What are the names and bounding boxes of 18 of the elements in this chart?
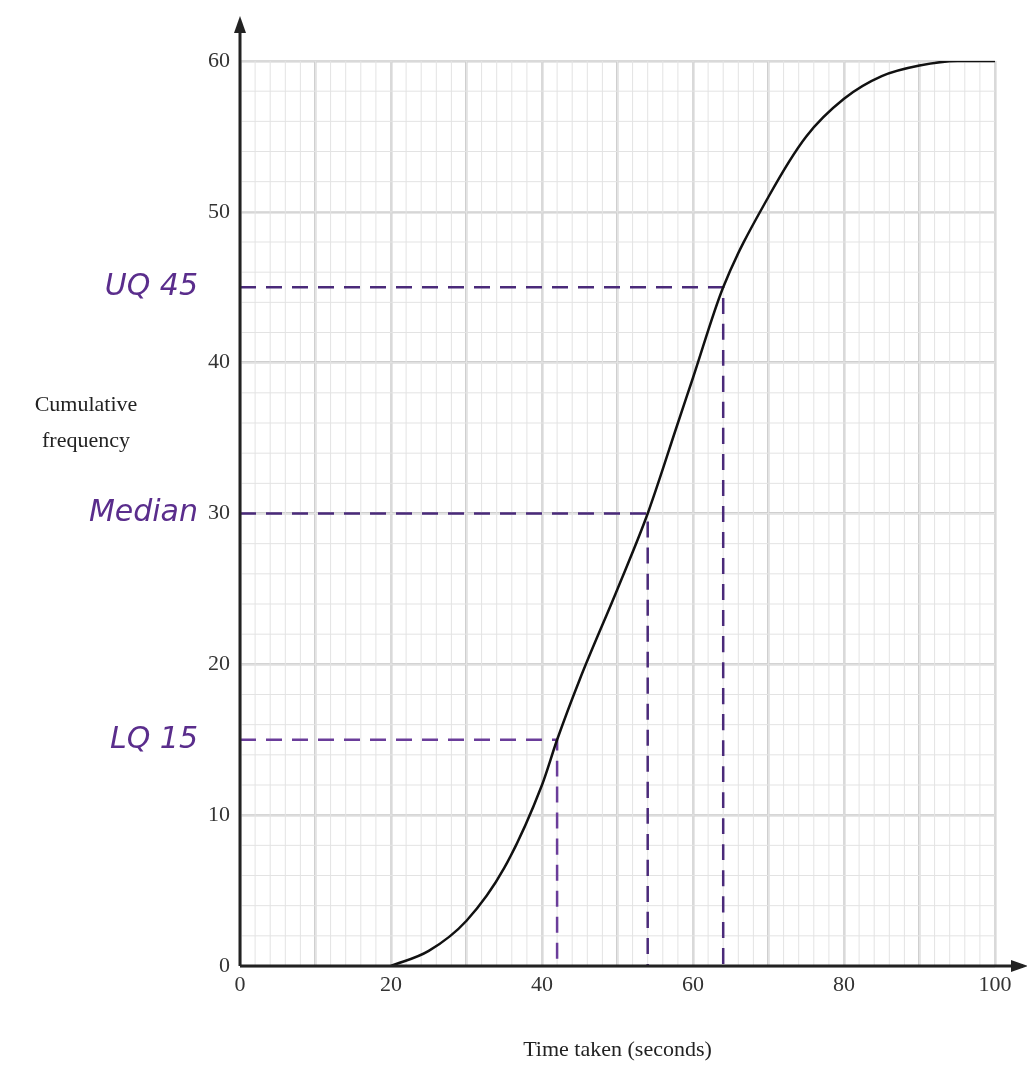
y-tick-label: 50 xyxy=(208,197,230,223)
y-tick-label: 60 xyxy=(208,46,230,72)
x-tick-label: 0 xyxy=(234,970,246,996)
x-axis-title: Time taken (seconds) xyxy=(523,1035,712,1061)
y-axis-title: Cumulative frequency xyxy=(34,390,138,452)
y-tick-label: 40 xyxy=(208,348,230,374)
x-tick-label: 20 xyxy=(380,970,402,996)
text: LQ 15 xyxy=(109,719,198,755)
y-tick-label: 10 xyxy=(208,800,230,826)
x-tick-label: 80 xyxy=(833,970,855,996)
text: UQ 45 xyxy=(104,267,198,303)
y-tick-label: 0 xyxy=(219,951,230,977)
x-tick-label: 100 xyxy=(978,970,1012,996)
x-tick-label: 60 xyxy=(682,970,704,996)
x-tick-label: 40 xyxy=(531,970,553,996)
y-tick-label: 30 xyxy=(208,499,230,525)
y-tick-label: 20 xyxy=(208,650,230,676)
text: Median xyxy=(88,493,198,529)
